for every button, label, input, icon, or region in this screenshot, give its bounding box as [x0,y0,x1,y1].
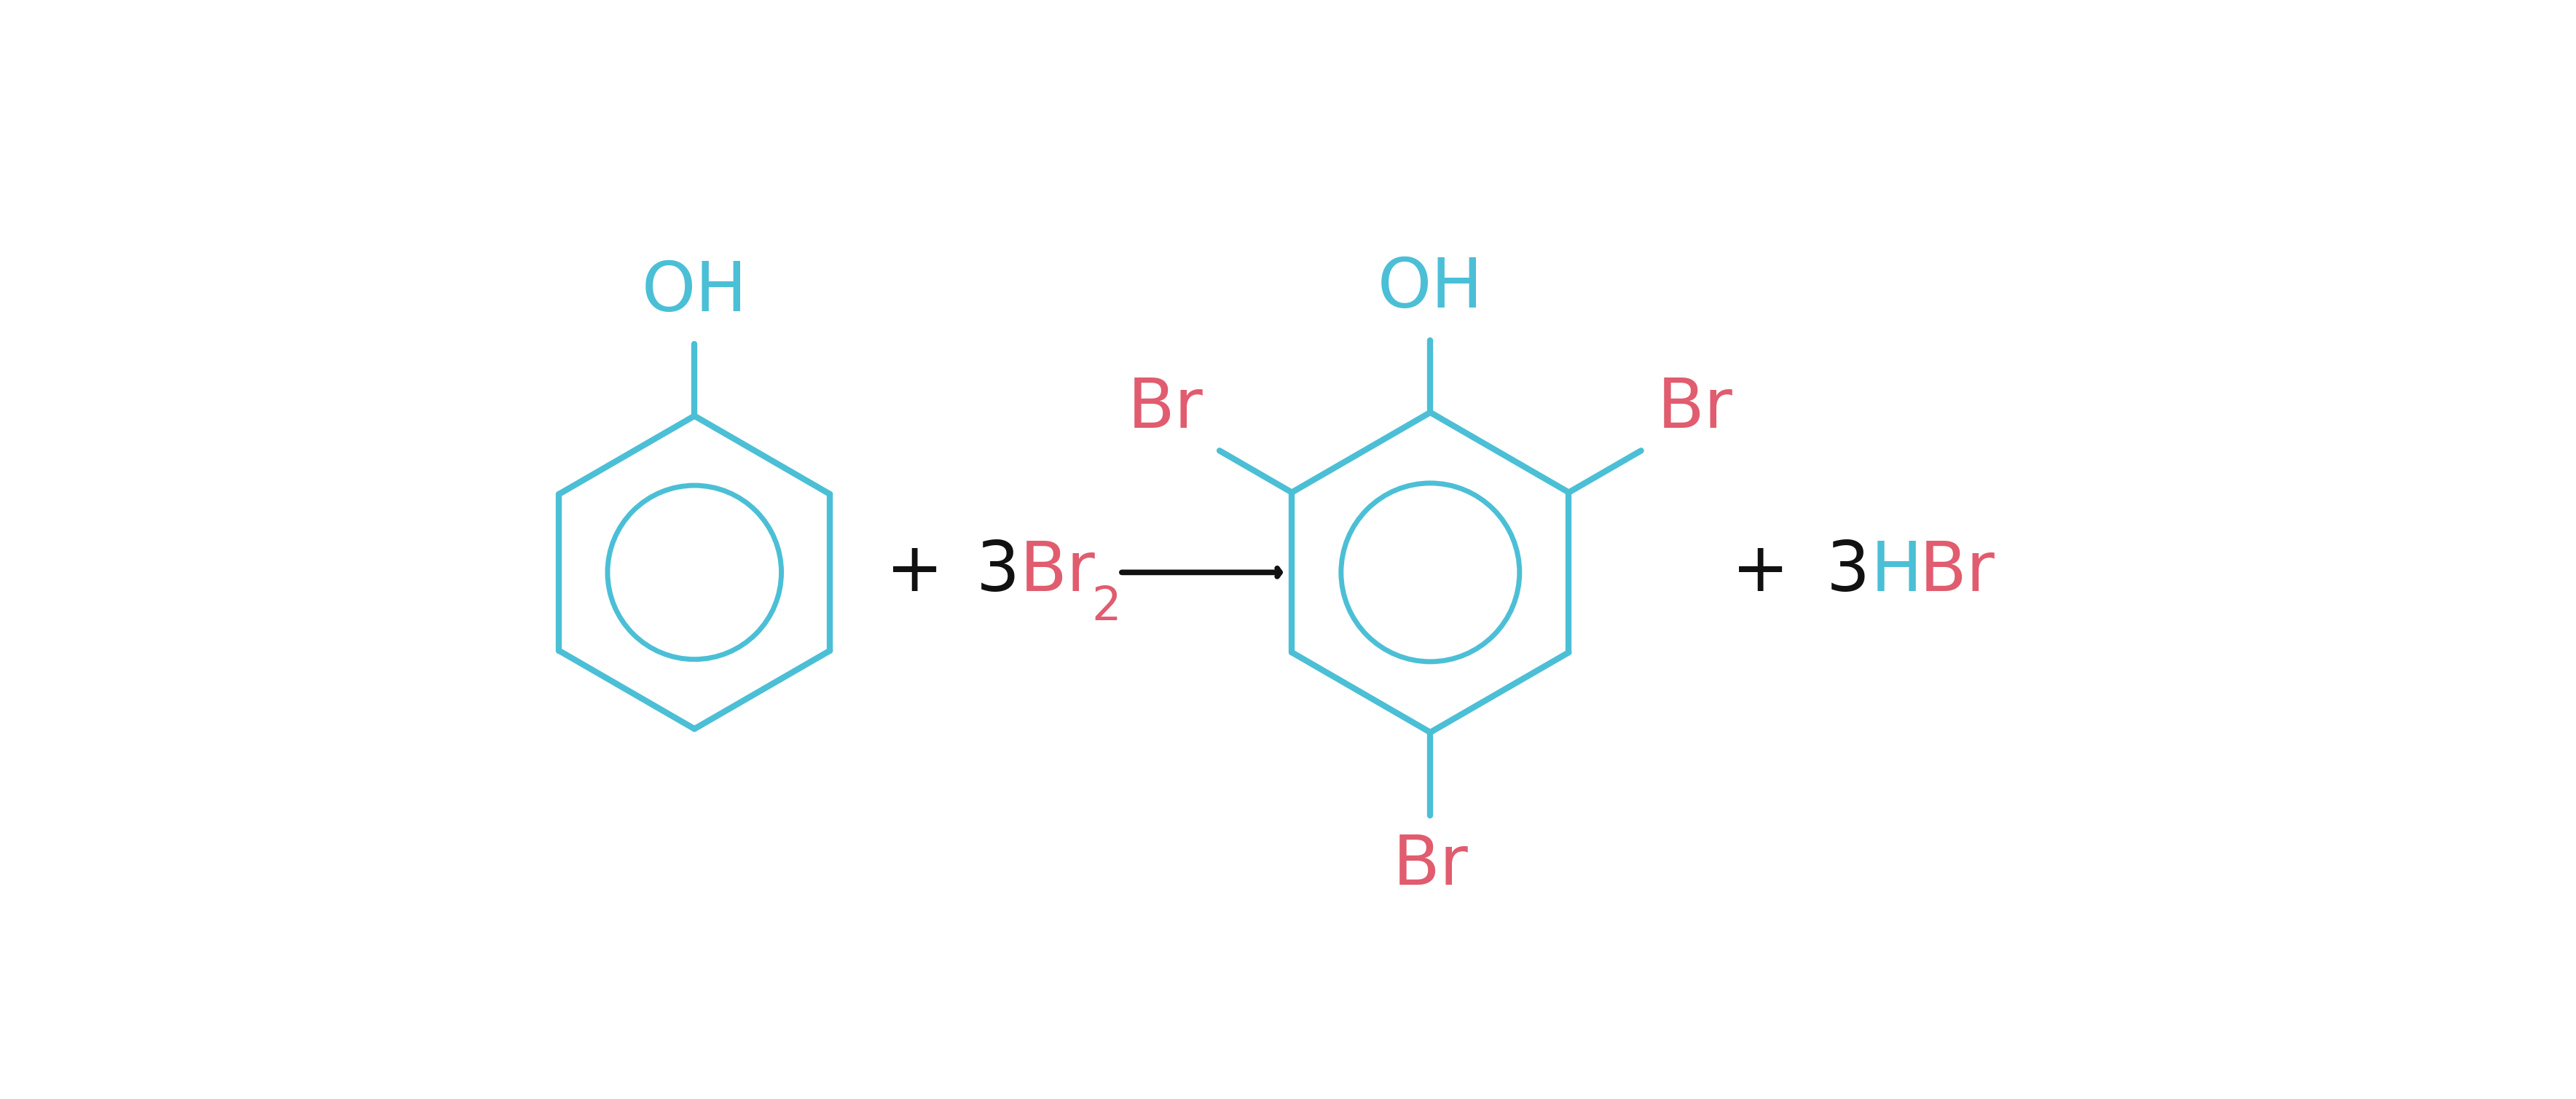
Text: +: + [1731,539,1790,606]
Text: OH: OH [641,258,747,325]
Text: 2: 2 [1092,585,1121,630]
Text: 3: 3 [1826,539,1870,606]
Text: Br: Br [1020,539,1095,606]
Text: Br: Br [1394,832,1468,899]
Text: +: + [886,539,943,606]
Text: 3: 3 [976,539,1020,606]
Text: H: H [1870,539,1922,606]
Text: Br: Br [1656,376,1734,443]
Text: Br: Br [1128,376,1203,443]
Text: OH: OH [1378,255,1484,322]
Text: Br: Br [1919,539,1994,606]
